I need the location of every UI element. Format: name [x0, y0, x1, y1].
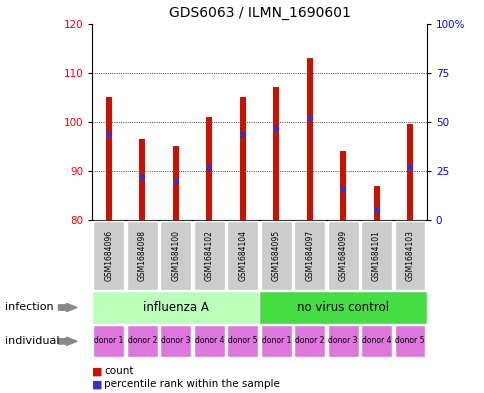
Bar: [394, 221, 424, 290]
Bar: [93, 221, 124, 290]
Text: donor 1: donor 1: [261, 336, 290, 345]
Bar: [106, 97, 112, 220]
Bar: [294, 221, 324, 290]
Text: count: count: [104, 366, 134, 376]
Text: GSM1684100: GSM1684100: [171, 230, 180, 281]
Bar: [194, 221, 224, 290]
Bar: [206, 117, 212, 220]
Bar: [160, 221, 191, 290]
Bar: [361, 325, 391, 357]
Bar: [339, 151, 346, 220]
Text: donor 5: donor 5: [394, 336, 424, 345]
Text: donor 4: donor 4: [361, 336, 391, 345]
Bar: [294, 325, 324, 357]
Text: donor 3: donor 3: [328, 336, 357, 345]
Bar: [373, 185, 379, 220]
FancyArrow shape: [58, 303, 77, 312]
Text: GSM1684099: GSM1684099: [338, 230, 347, 281]
Bar: [127, 325, 157, 357]
Bar: [306, 58, 312, 220]
Text: GSM1684101: GSM1684101: [371, 230, 380, 281]
Text: no virus control: no virus control: [297, 301, 388, 314]
Text: GSM1684095: GSM1684095: [271, 230, 280, 281]
Text: GSM1684102: GSM1684102: [204, 230, 213, 281]
Bar: [239, 97, 245, 220]
Bar: [93, 325, 124, 357]
Text: GSM1684097: GSM1684097: [304, 230, 314, 281]
Text: percentile rank within the sample: percentile rank within the sample: [104, 379, 280, 389]
FancyArrow shape: [58, 337, 77, 345]
Bar: [361, 221, 391, 290]
Bar: [260, 221, 291, 290]
Bar: [227, 325, 257, 357]
Bar: [227, 221, 257, 290]
Text: ■: ■: [92, 366, 103, 376]
Bar: [259, 292, 426, 323]
Text: infection: infection: [5, 302, 53, 312]
Text: GSM1684098: GSM1684098: [137, 230, 147, 281]
Bar: [394, 325, 424, 357]
Bar: [260, 325, 291, 357]
Bar: [139, 139, 145, 220]
Title: GDS6063 / ILMN_1690601: GDS6063 / ILMN_1690601: [168, 6, 349, 20]
Text: donor 3: donor 3: [161, 336, 190, 345]
Bar: [406, 124, 412, 220]
Text: GSM1684103: GSM1684103: [405, 230, 414, 281]
Bar: [127, 221, 157, 290]
Bar: [172, 146, 179, 220]
Text: donor 2: donor 2: [127, 336, 157, 345]
Text: GSM1684096: GSM1684096: [104, 230, 113, 281]
Bar: [327, 221, 358, 290]
Text: donor 5: donor 5: [227, 336, 257, 345]
Text: donor 4: donor 4: [194, 336, 224, 345]
Bar: [194, 325, 224, 357]
Text: individual: individual: [5, 336, 59, 346]
Text: donor 2: donor 2: [294, 336, 324, 345]
Text: influenza A: influenza A: [143, 301, 208, 314]
Bar: [92, 292, 259, 323]
Bar: [272, 87, 279, 220]
Text: ■: ■: [92, 379, 103, 389]
Bar: [160, 325, 191, 357]
Text: donor 1: donor 1: [94, 336, 123, 345]
Bar: [327, 325, 358, 357]
Text: GSM1684104: GSM1684104: [238, 230, 247, 281]
